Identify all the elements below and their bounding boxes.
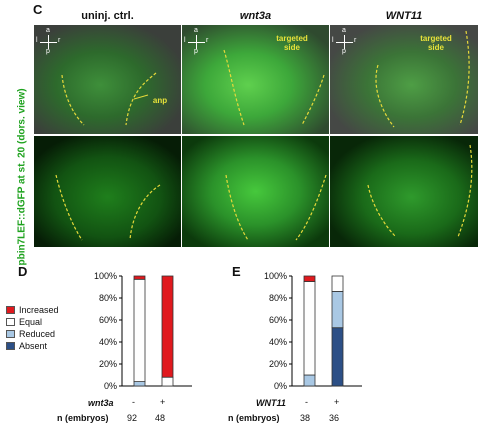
n-value-d-plus: 48 — [155, 413, 166, 423]
orientation-posterior: p — [46, 48, 50, 55]
y-tick-label: 40% — [99, 337, 117, 347]
tissue-outline — [225, 174, 249, 241]
micrograph-grid — [34, 25, 478, 247]
y-tick-label: 20% — [269, 359, 287, 369]
tissue-outline — [129, 184, 161, 241]
legend-swatch — [6, 342, 15, 350]
bar-segment-increased — [161, 275, 174, 378]
orientation-compass-uninjected: a l r p — [36, 27, 62, 57]
anp-label: anp — [152, 96, 168, 105]
bar-segment-equal — [161, 376, 174, 387]
vertical-reporter-label: pbin7LEF::dGFP at st. 20 (dors. view) — [16, 88, 28, 266]
stacked-bar-chart-e: 0% 20% 40% 60% 80% 100% — [264, 271, 362, 391]
legend-label: Increased — [19, 305, 59, 315]
treatment-label-d: wnt3a — [88, 398, 114, 408]
bar-segment-increased — [303, 275, 316, 282]
micrograph-uninjected-bottom — [34, 136, 181, 247]
micrograph-wnt11-bottom — [330, 136, 478, 247]
treatment-sign-d-minus: - — [132, 397, 135, 407]
legend-label: Absent — [19, 341, 48, 351]
tissue-outline — [295, 174, 327, 241]
y-tick-label: 60% — [99, 315, 117, 325]
bar-segment-equal — [303, 281, 316, 376]
bar-segment-reduced — [331, 290, 344, 329]
tissue-outline — [223, 49, 245, 126]
orientation-compass-wnt11: a l r p — [332, 27, 358, 57]
orientation-anterior: a — [46, 27, 50, 34]
y-tick-label: 0% — [274, 381, 287, 391]
orientation-right: r — [206, 37, 209, 44]
tissue-outline — [125, 72, 157, 126]
y-tick-label: 60% — [269, 315, 287, 325]
tissue-outline — [457, 144, 473, 238]
bar-segment-equal — [331, 275, 344, 292]
orientation-posterior: p — [342, 48, 346, 55]
legend-swatch — [6, 318, 15, 326]
n-embryos-label-d: n (embryos) — [57, 413, 109, 423]
tissue-outline — [61, 74, 85, 126]
targeted-side-label-wnt3a: targeted side — [276, 34, 308, 52]
orientation-left: l — [184, 37, 186, 44]
y-tick-label: 100% — [264, 271, 287, 281]
tissue-outline — [459, 30, 470, 126]
orientation-anterior: a — [342, 27, 346, 34]
y-tick-label: 0% — [104, 381, 117, 391]
column-title-wnt11: WNT11 — [385, 10, 423, 22]
bar-segment-absent — [331, 327, 344, 387]
tissue-outline — [375, 64, 395, 128]
micrograph-uninjected-top — [34, 25, 181, 134]
tissue-outline — [301, 74, 325, 126]
orientation-posterior: p — [194, 48, 198, 55]
orientation-compass-wnt3a: a l r p — [184, 27, 210, 57]
legend-label: Equal — [19, 317, 43, 327]
micrograph-wnt11-top — [330, 25, 478, 134]
y-tick-label: 20% — [99, 359, 117, 369]
y-tick-label: 100% — [94, 271, 117, 281]
treatment-label-e: WNT11 — [256, 398, 286, 408]
panel-d-letter: D — [18, 264, 28, 279]
column-title-wnt3a: wnt3a — [239, 10, 272, 22]
panel-e-letter: E — [232, 264, 241, 279]
orientation-left: l — [332, 37, 334, 44]
anp-pointer — [133, 94, 149, 100]
targeted-side-label-wnt11: targeted side — [420, 34, 452, 52]
micrograph-wnt3a-top — [182, 25, 329, 134]
tissue-outline — [55, 174, 83, 241]
tissue-outline — [367, 184, 397, 238]
micrograph-wnt3a-bottom — [182, 136, 329, 247]
orientation-right: r — [58, 37, 61, 44]
n-embryos-label-e: n (embryos) — [228, 413, 280, 423]
y-tick-label: 80% — [99, 293, 117, 303]
y-tick-label: 80% — [269, 293, 287, 303]
treatment-sign-e-plus: + — [334, 397, 340, 407]
orientation-left: l — [36, 37, 38, 44]
treatment-sign-d-plus: + — [160, 397, 166, 407]
micrograph-grid-svg — [34, 25, 478, 247]
treatment-sign-e-minus: - — [305, 397, 308, 407]
legend-swatch — [6, 306, 15, 314]
bar-segment-equal — [133, 278, 146, 383]
stacked-bar-chart-d: 0% 20% 40% 60% 80% 100% — [94, 271, 192, 391]
n-value-e-minus: 38 — [300, 413, 311, 423]
n-value-e-plus: 36 — [329, 413, 340, 423]
n-value-d-minus: 92 — [127, 413, 138, 423]
orientation-right: r — [354, 37, 357, 44]
bar-segment-increased — [133, 275, 146, 280]
orientation-anterior: a — [194, 27, 198, 34]
bar-segment-reduced — [133, 381, 146, 387]
column-title-uninjected: uninj. ctrl. — [81, 10, 134, 22]
y-tick-label: 40% — [269, 337, 287, 347]
panel-c-letter: C — [33, 2, 43, 17]
legend-swatch — [6, 330, 15, 338]
legend-label: Reduced — [19, 329, 56, 339]
bar-segment-reduced — [303, 374, 316, 387]
